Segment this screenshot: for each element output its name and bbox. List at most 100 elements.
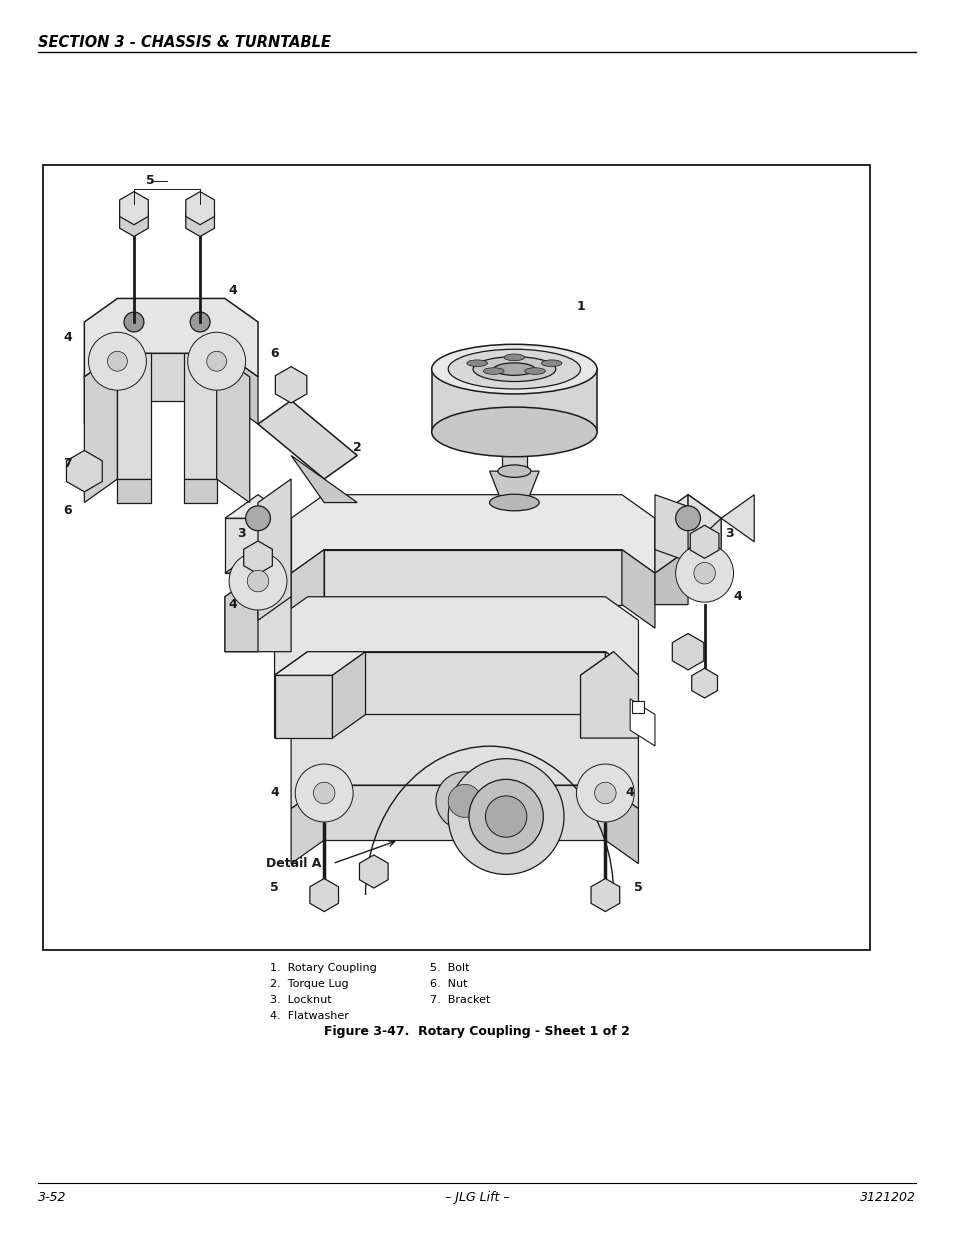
Text: 4: 4	[270, 787, 278, 799]
Polygon shape	[225, 519, 291, 573]
Polygon shape	[655, 495, 720, 519]
Text: 5.  Bolt: 5. Bolt	[430, 963, 469, 973]
Polygon shape	[183, 479, 216, 503]
Circle shape	[247, 571, 269, 592]
Text: 6.  Nut: 6. Nut	[430, 979, 467, 989]
Text: 4: 4	[63, 331, 72, 345]
Circle shape	[294, 764, 353, 823]
Circle shape	[207, 351, 227, 372]
Polygon shape	[324, 785, 605, 840]
Polygon shape	[225, 573, 291, 652]
Polygon shape	[655, 550, 687, 605]
Circle shape	[108, 351, 127, 372]
Polygon shape	[605, 652, 638, 739]
Polygon shape	[274, 676, 332, 739]
Circle shape	[675, 506, 700, 531]
Polygon shape	[291, 715, 638, 809]
Circle shape	[229, 552, 287, 610]
Polygon shape	[117, 479, 151, 503]
Text: SECTION 3 - CHASSIS & TURNTABLE: SECTION 3 - CHASSIS & TURNTABLE	[38, 35, 331, 49]
Circle shape	[89, 332, 146, 390]
Text: 1.  Rotary Coupling: 1. Rotary Coupling	[270, 963, 376, 973]
Polygon shape	[655, 495, 687, 573]
Polygon shape	[183, 353, 216, 479]
Text: – JLG Lift –: – JLG Lift –	[444, 1191, 509, 1204]
Circle shape	[469, 779, 543, 853]
Polygon shape	[687, 495, 720, 573]
Ellipse shape	[524, 368, 545, 374]
Text: 2.  Torque Lug: 2. Torque Lug	[270, 979, 348, 989]
Circle shape	[675, 545, 733, 603]
Polygon shape	[621, 550, 655, 629]
Text: 5: 5	[270, 881, 278, 894]
Polygon shape	[432, 369, 597, 432]
Circle shape	[485, 795, 526, 837]
Text: 7.  Bracket: 7. Bracket	[430, 995, 490, 1005]
Ellipse shape	[466, 359, 487, 367]
Circle shape	[448, 758, 563, 874]
Circle shape	[576, 764, 634, 823]
Text: 7: 7	[63, 457, 72, 469]
Ellipse shape	[540, 359, 561, 367]
Circle shape	[188, 332, 245, 390]
Polygon shape	[257, 400, 356, 479]
Text: 5: 5	[146, 174, 154, 188]
Polygon shape	[332, 652, 365, 739]
Polygon shape	[274, 652, 307, 739]
Text: 4: 4	[733, 590, 741, 603]
Polygon shape	[324, 550, 621, 605]
Ellipse shape	[432, 345, 597, 394]
Polygon shape	[291, 550, 324, 629]
Polygon shape	[225, 573, 257, 652]
Ellipse shape	[483, 368, 503, 374]
Polygon shape	[274, 597, 638, 676]
Text: 5: 5	[634, 881, 642, 894]
Polygon shape	[216, 353, 250, 503]
Circle shape	[190, 312, 210, 332]
Polygon shape	[274, 652, 365, 676]
Text: 3121202: 3121202	[859, 1191, 915, 1204]
Ellipse shape	[448, 350, 580, 389]
Circle shape	[245, 506, 270, 531]
Text: 3: 3	[237, 527, 246, 541]
Polygon shape	[225, 550, 291, 573]
Text: 6: 6	[64, 504, 72, 517]
Text: 2: 2	[353, 441, 361, 454]
Text: Detail A: Detail A	[266, 857, 321, 871]
Text: 1: 1	[576, 300, 584, 312]
Ellipse shape	[494, 363, 535, 375]
Ellipse shape	[503, 354, 524, 361]
Ellipse shape	[126, 350, 142, 357]
Polygon shape	[489, 471, 538, 503]
Polygon shape	[84, 353, 117, 503]
Circle shape	[124, 312, 144, 332]
Polygon shape	[307, 652, 605, 715]
Text: 3.  Locknut: 3. Locknut	[270, 995, 332, 1005]
Polygon shape	[687, 495, 754, 550]
Polygon shape	[291, 456, 356, 503]
Ellipse shape	[192, 350, 208, 357]
Text: 3-52: 3-52	[38, 1191, 67, 1204]
Ellipse shape	[473, 357, 556, 382]
Polygon shape	[580, 652, 638, 739]
Polygon shape	[605, 785, 638, 863]
Text: 6: 6	[270, 347, 278, 359]
Text: 4.  Flatwasher: 4. Flatwasher	[270, 1011, 349, 1021]
Text: 4: 4	[229, 598, 237, 611]
Polygon shape	[117, 353, 225, 400]
Text: 4: 4	[229, 284, 237, 298]
Polygon shape	[580, 652, 613, 739]
Ellipse shape	[497, 464, 531, 478]
Polygon shape	[291, 785, 324, 863]
Circle shape	[594, 782, 616, 804]
Polygon shape	[225, 495, 291, 519]
Bar	[43, 165, 869, 950]
Polygon shape	[84, 299, 257, 377]
Circle shape	[693, 562, 715, 584]
Polygon shape	[291, 495, 655, 573]
Text: 4: 4	[625, 787, 634, 799]
Text: 3: 3	[724, 527, 733, 541]
Ellipse shape	[432, 408, 597, 457]
Ellipse shape	[489, 494, 538, 511]
Polygon shape	[630, 699, 655, 746]
